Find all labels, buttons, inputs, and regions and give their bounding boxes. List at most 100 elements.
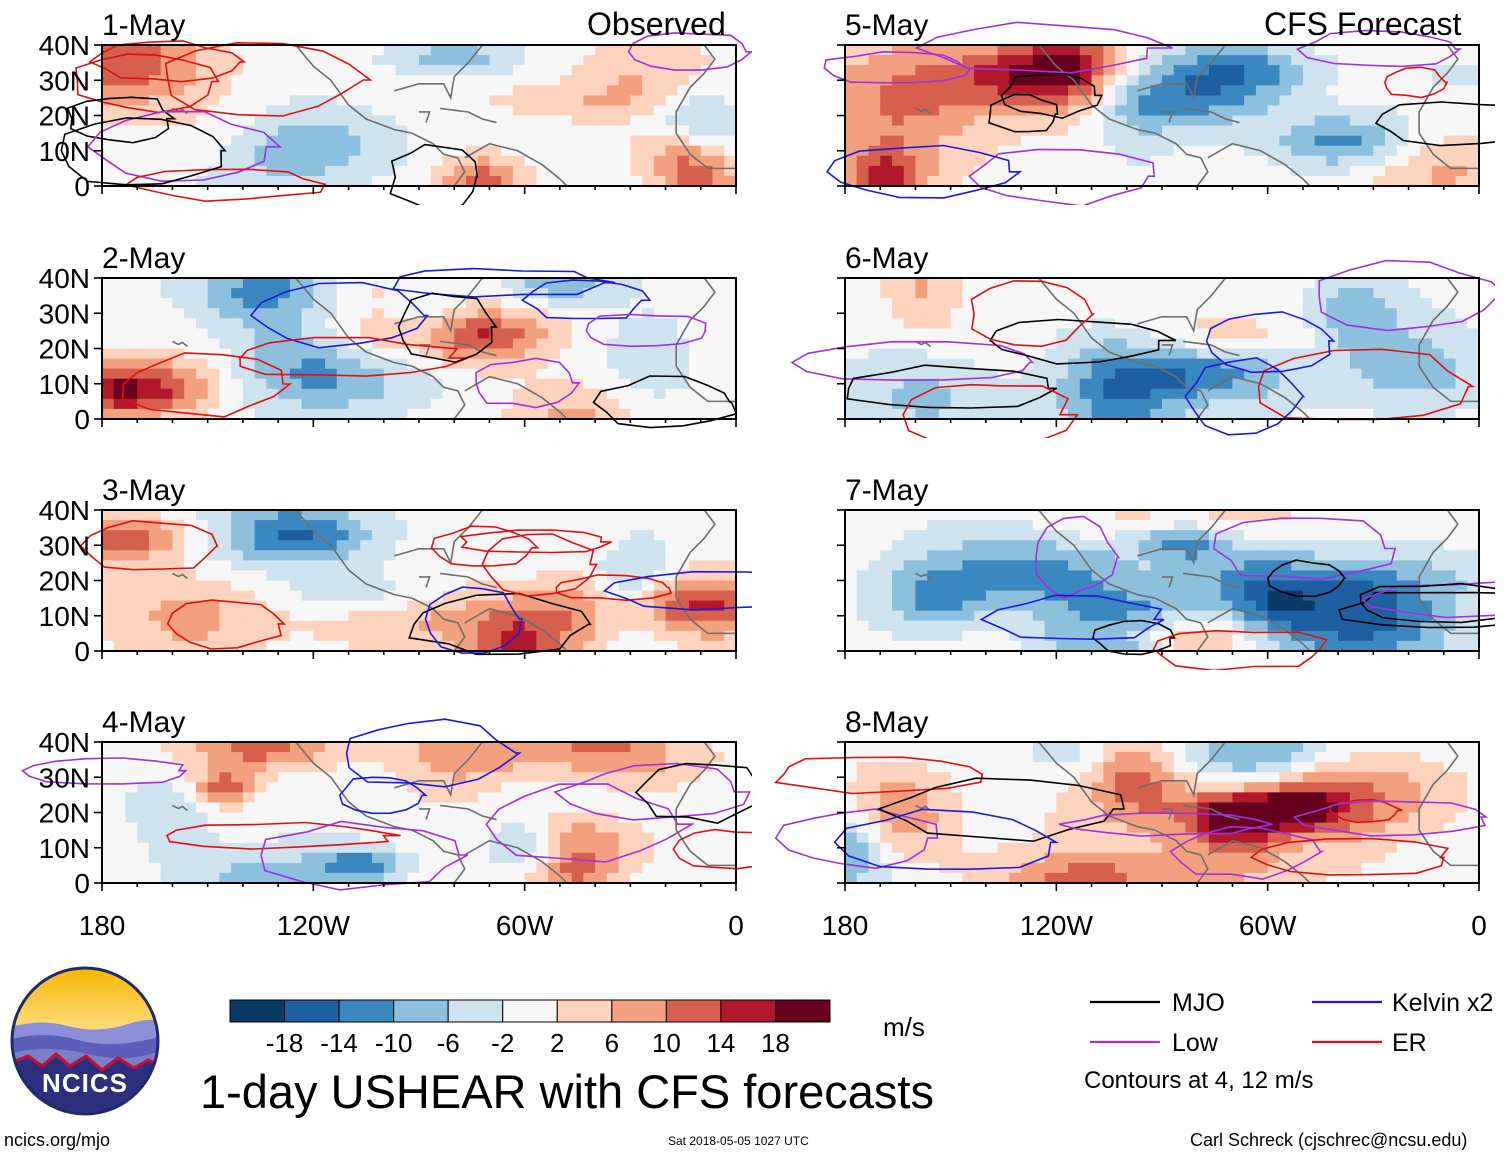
coastlines — [172, 44, 736, 187]
y-tick-label: 30N — [39, 530, 90, 561]
map-panel: 3-May 40N 30N 20N 10N 0 — [39, 474, 752, 667]
map-panel: 2-May 40N 30N 20N 10N 0 — [39, 242, 738, 435]
x-tick-label: 0 — [728, 910, 744, 941]
colorbar-swatch — [774, 999, 831, 1023]
column-header-observed: Observed — [587, 6, 726, 42]
x-tick-label: 120W — [1019, 910, 1093, 941]
contour-note: Contours at 4, 12 m/s — [1084, 1067, 1314, 1094]
footer-site-link[interactable]: ncics.org/mjo — [4, 1130, 111, 1150]
panel-date-label: 1-May — [102, 9, 185, 42]
panel-date-label: 7-May — [845, 474, 928, 507]
legend: MJO Kelvin x2 Low ER — [1090, 989, 1493, 1057]
ncics-logo: NCICS — [10, 966, 160, 1116]
y-tick-label: 30N — [39, 298, 90, 329]
panel-date-label: 3-May — [102, 474, 185, 507]
colorbar-tick-label: -2 — [491, 1028, 514, 1058]
colorbar-tick-label: -10 — [375, 1028, 413, 1058]
y-tick-label: 0 — [74, 636, 90, 667]
axis-ticks — [94, 44, 737, 194]
legend-label-low: Low — [1172, 1029, 1219, 1057]
x-tick-label: 120W — [276, 910, 350, 941]
anomaly-field — [845, 45, 1480, 187]
anomaly-field — [845, 278, 1480, 420]
anomaly-field — [102, 742, 737, 884]
wave-contours — [773, 756, 1489, 880]
map-panel: 4-May 40N 30N 20N 10N 0 — [20, 706, 752, 899]
x-tick-label: 60W — [1238, 910, 1297, 941]
coastlines — [915, 44, 1479, 187]
panel-date-label: 4-May — [102, 706, 185, 739]
colorbar-tick-label: -14 — [320, 1028, 358, 1058]
map-panel: 6-May — [790, 242, 1495, 438]
colorbar-swatch — [556, 999, 613, 1023]
main-title: 1-day USHEAR with CFS forecasts — [200, 1065, 934, 1118]
axis-ticks — [837, 277, 1480, 427]
y-tick-label: 30N — [39, 762, 90, 793]
panel-date-label: 5-May — [845, 9, 928, 42]
y-tick-label: 10N — [39, 833, 90, 864]
colorbar-tick-label: 2 — [550, 1028, 564, 1058]
x-tick-label: 180 — [821, 910, 869, 941]
coastlines — [915, 509, 1479, 652]
axis-ticks — [94, 741, 737, 891]
coastlines — [915, 277, 1479, 420]
colorbar-swatch — [611, 999, 667, 1023]
colorbar-tick-label: 6 — [605, 1028, 619, 1058]
colorbar-swatch — [284, 999, 340, 1023]
axis-ticks — [94, 277, 737, 427]
x-tick-label: 60W — [495, 910, 554, 941]
panel-date-label: 8-May — [845, 706, 928, 739]
colorbar-swatch — [447, 999, 504, 1023]
y-tick-label: 10N — [39, 369, 90, 400]
y-tick-label: 0 — [74, 171, 90, 202]
colorbar-tick-label: -6 — [437, 1028, 460, 1058]
y-tick-label: 0 — [74, 404, 90, 435]
anomaly-field — [845, 510, 1480, 652]
map-panel: 1-May 40N 30N 20N 10N 0 — [39, 9, 752, 205]
colorbar-swatch — [393, 999, 449, 1023]
colorbar-swatch — [502, 999, 558, 1023]
y-tick-label: 40N — [39, 495, 90, 526]
y-tick-label: 40N — [39, 727, 90, 758]
colorbar-swatch — [229, 999, 286, 1023]
coastlines — [915, 741, 1479, 884]
wave-contours — [60, 32, 752, 205]
colorbar: -18 -14 -10 -6 -2 2 6 10 14 18 — [229, 999, 831, 1058]
y-tick-label: 20N — [39, 101, 90, 132]
panel-date-label: 2-May — [102, 242, 185, 275]
axis-ticks — [837, 509, 1480, 659]
y-tick-label: 10N — [39, 601, 90, 632]
anomaly-field — [102, 45, 737, 187]
anomaly-field — [102, 510, 737, 652]
y-tick-label: 40N — [39, 30, 90, 61]
x-tick-label: 180 — [78, 910, 126, 941]
map-panel: 5-May — [823, 9, 1495, 205]
footer-author: Carl Schreck (cjschrec@ncsu.edu) — [1190, 1130, 1468, 1150]
legend-label-er: ER — [1392, 1029, 1427, 1057]
wave-contours — [790, 259, 1495, 438]
colorbar-swatch — [338, 999, 395, 1023]
y-tick-label: 30N — [39, 65, 90, 96]
legend-label-kelvin: Kelvin x2 — [1392, 989, 1493, 1017]
panel-date-label: 6-May — [845, 242, 928, 275]
colorbar-tick-label: 18 — [761, 1028, 790, 1058]
legend-label-mjo: MJO — [1172, 989, 1225, 1017]
y-tick-label: 10N — [39, 136, 90, 167]
y-tick-label: 20N — [39, 334, 90, 365]
wave-contours — [823, 21, 1495, 205]
colorbar-tick-label: -18 — [266, 1028, 304, 1058]
column-header-forecast: CFS Forecast — [1264, 6, 1462, 42]
map-panel: 8-May — [773, 706, 1489, 891]
axis-ticks — [94, 509, 737, 659]
x-tick-label: 0 — [1471, 910, 1487, 941]
map-panel: 7-May — [837, 474, 1495, 670]
y-tick-label: 20N — [39, 566, 90, 597]
footer-timestamp: Sat 2018-05-05 1027 UTC — [668, 1134, 809, 1148]
y-tick-label: 40N — [39, 263, 90, 294]
axis-ticks — [837, 741, 1480, 891]
colorbar-swatch — [720, 999, 776, 1023]
logo-text: NCICS — [42, 1068, 128, 1098]
y-tick-label: 20N — [39, 798, 90, 829]
y-tick-label: 0 — [74, 868, 90, 899]
colorbar-tick-label: 14 — [706, 1028, 735, 1058]
